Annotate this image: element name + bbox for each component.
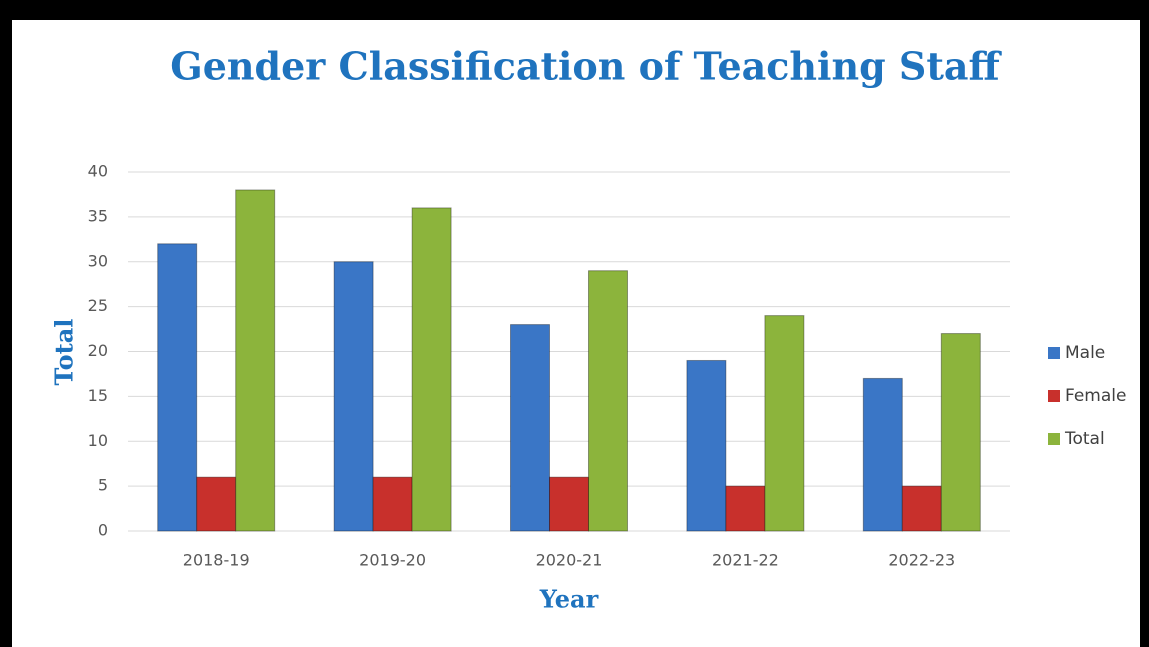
bar: [411, 207, 452, 532]
x-axis-label: Year: [539, 585, 599, 614]
x-tick-label: 2018-19: [183, 551, 250, 570]
x-tick-label: 2021-22: [712, 551, 779, 570]
background: [12, 20, 1140, 647]
legend-label: Total: [1064, 429, 1105, 449]
legend-label: Male: [1065, 343, 1105, 363]
y-tick-label: 10: [88, 431, 108, 450]
bar: [764, 315, 805, 532]
bar: [901, 485, 942, 532]
bar: [588, 270, 628, 532]
x-tick-label: 2020-21: [536, 551, 603, 570]
bar: [333, 261, 374, 532]
bar: [686, 359, 727, 532]
bar: [862, 377, 903, 532]
bar: [725, 485, 766, 532]
y-tick-label: 35: [88, 206, 108, 225]
y-tick-label: 30: [88, 251, 108, 270]
y-tick-label: 25: [88, 296, 108, 315]
bar: [372, 476, 413, 532]
y-tick-label: 40: [88, 162, 108, 181]
bar: [549, 476, 589, 532]
y-tick-label: 5: [98, 476, 108, 495]
legend-swatch: [1048, 433, 1060, 445]
y-axis-label: Total: [50, 319, 79, 386]
legend-swatch: [1048, 347, 1060, 359]
bar: [157, 243, 198, 532]
legend-label: Female: [1065, 386, 1126, 406]
bar: [510, 324, 550, 532]
chart-title: Gender Classification of Teaching Staff: [170, 44, 1002, 89]
y-tick-label: 0: [98, 521, 108, 540]
x-tick-label: 2019-20: [359, 551, 426, 570]
bar: [235, 189, 276, 532]
y-tick-label: 15: [88, 386, 108, 405]
bar: [196, 476, 237, 532]
bar: [940, 333, 981, 532]
legend-swatch: [1048, 390, 1060, 402]
y-tick-label: 20: [88, 341, 108, 360]
x-tick-label: 2022-23: [888, 551, 955, 570]
